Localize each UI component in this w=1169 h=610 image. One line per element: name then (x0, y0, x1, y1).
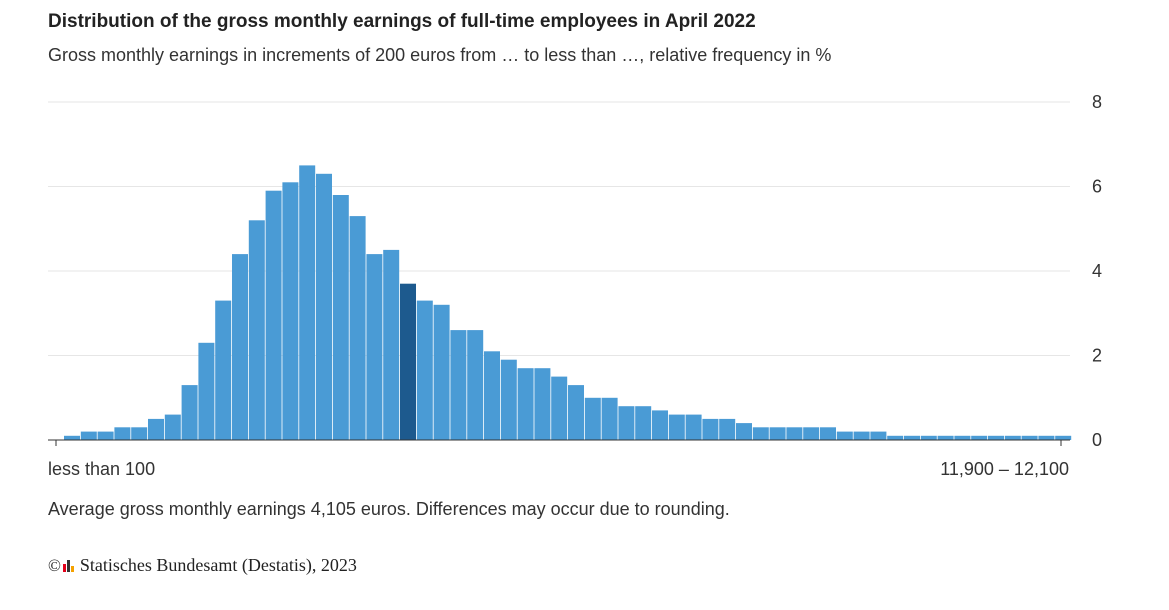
copyright-symbol: © (48, 555, 61, 575)
histogram-bar[interactable] (80, 431, 97, 440)
histogram-bar[interactable] (248, 220, 265, 440)
histogram-bar[interactable] (702, 418, 719, 440)
histogram-bar[interactable] (383, 249, 400, 440)
histogram-bar[interactable] (568, 385, 584, 440)
histogram-bar[interactable] (836, 431, 853, 440)
histogram-bar[interactable] (618, 406, 635, 440)
histogram-bar[interactable] (500, 359, 517, 440)
histogram-bar[interactable] (450, 330, 467, 440)
x-axis: less than 100 11,900 – 12,100 (48, 439, 1070, 479)
histogram-bar[interactable] (484, 351, 500, 440)
histogram-bar[interactable] (181, 385, 198, 440)
histogram-bar[interactable] (584, 397, 601, 441)
gridlines (48, 101, 1070, 356)
histogram-bar[interactable] (97, 431, 114, 440)
histogram-bar[interactable] (316, 173, 332, 441)
x-tick-label-first: less than 100 (48, 459, 155, 479)
histogram-bar[interactable] (114, 427, 131, 440)
histogram-bar[interactable] (736, 423, 752, 440)
histogram-bar[interactable] (769, 427, 786, 440)
y-axis-labels: 0 2 4 6 8 (1092, 92, 1102, 450)
histogram-bar[interactable] (198, 342, 215, 440)
y-tick-label: 0 (1092, 430, 1102, 450)
histogram-bar[interactable] (786, 427, 803, 440)
y-tick-label: 8 (1092, 92, 1102, 112)
histogram-bar[interactable] (64, 435, 80, 440)
histogram-bar[interactable] (904, 435, 920, 440)
histogram-bar[interactable] (954, 435, 971, 440)
histogram-bar[interactable] (148, 418, 164, 440)
histogram-bar[interactable] (870, 431, 887, 440)
histogram-bar[interactable] (1038, 435, 1055, 440)
histogram-bar[interactable] (282, 182, 299, 441)
chart-note: Average gross monthly earnings 4,105 eur… (48, 499, 730, 519)
bars (64, 165, 1072, 441)
histogram-bar[interactable] (366, 254, 383, 440)
histogram-bar[interactable] (803, 427, 820, 440)
histogram-bar[interactable] (971, 435, 988, 440)
source-text: Statisches Bundesamt (Destatis), 2023 (79, 555, 357, 575)
source-line: © Statisches Bundesamt (Destatis), 2023 (48, 555, 357, 576)
y-tick-label: 2 (1092, 346, 1102, 366)
histogram-bar[interactable] (1055, 435, 1072, 440)
histogram-bar[interactable] (920, 435, 937, 440)
histogram-bar[interactable] (215, 300, 232, 440)
histogram-bar[interactable] (551, 376, 568, 440)
histogram-bar[interactable] (668, 414, 685, 440)
histogram-bar[interactable] (416, 300, 433, 440)
histogram-bar[interactable] (517, 368, 534, 440)
histogram-bar[interactable] (299, 165, 316, 440)
histogram-bar[interactable] (467, 330, 484, 440)
histogram-bar[interactable] (719, 418, 736, 440)
histogram-bar[interactable] (652, 410, 668, 440)
histogram-bar[interactable] (232, 254, 248, 440)
histogram-bar[interactable] (265, 190, 282, 440)
histogram-bar[interactable] (534, 368, 551, 440)
y-tick-label: 4 (1092, 261, 1102, 281)
histogram-bar[interactable] (635, 406, 652, 440)
histogram-bar[interactable] (1021, 435, 1038, 440)
destatis-logo-icon (62, 559, 74, 572)
histogram-bar[interactable] (349, 216, 366, 440)
histogram-bar[interactable] (131, 427, 148, 440)
histogram-bar-average[interactable] (400, 283, 416, 440)
histogram-bar[interactable] (887, 435, 904, 440)
histogram-bar[interactable] (601, 397, 618, 441)
histogram-chart: less than 100 11,900 – 12,100 0 2 4 6 8 (48, 92, 1102, 479)
histogram-bar[interactable] (1004, 435, 1021, 440)
histogram-bar[interactable] (752, 427, 769, 440)
histogram-bar[interactable] (937, 435, 954, 440)
histogram-bar[interactable] (853, 431, 870, 440)
histogram-bar[interactable] (164, 414, 181, 440)
histogram-bar[interactable] (820, 427, 836, 440)
histogram-bar[interactable] (988, 435, 1004, 440)
histogram-bar[interactable] (332, 195, 349, 440)
y-tick-label: 6 (1092, 177, 1102, 197)
chart-subtitle: Gross monthly earnings in increments of … (48, 45, 832, 65)
histogram-bar[interactable] (433, 304, 450, 440)
chart-title: Distribution of the gross monthly earnin… (48, 11, 756, 32)
histogram-bar[interactable] (685, 414, 702, 440)
x-tick-label-last: 11,900 – 12,100 (940, 459, 1069, 479)
